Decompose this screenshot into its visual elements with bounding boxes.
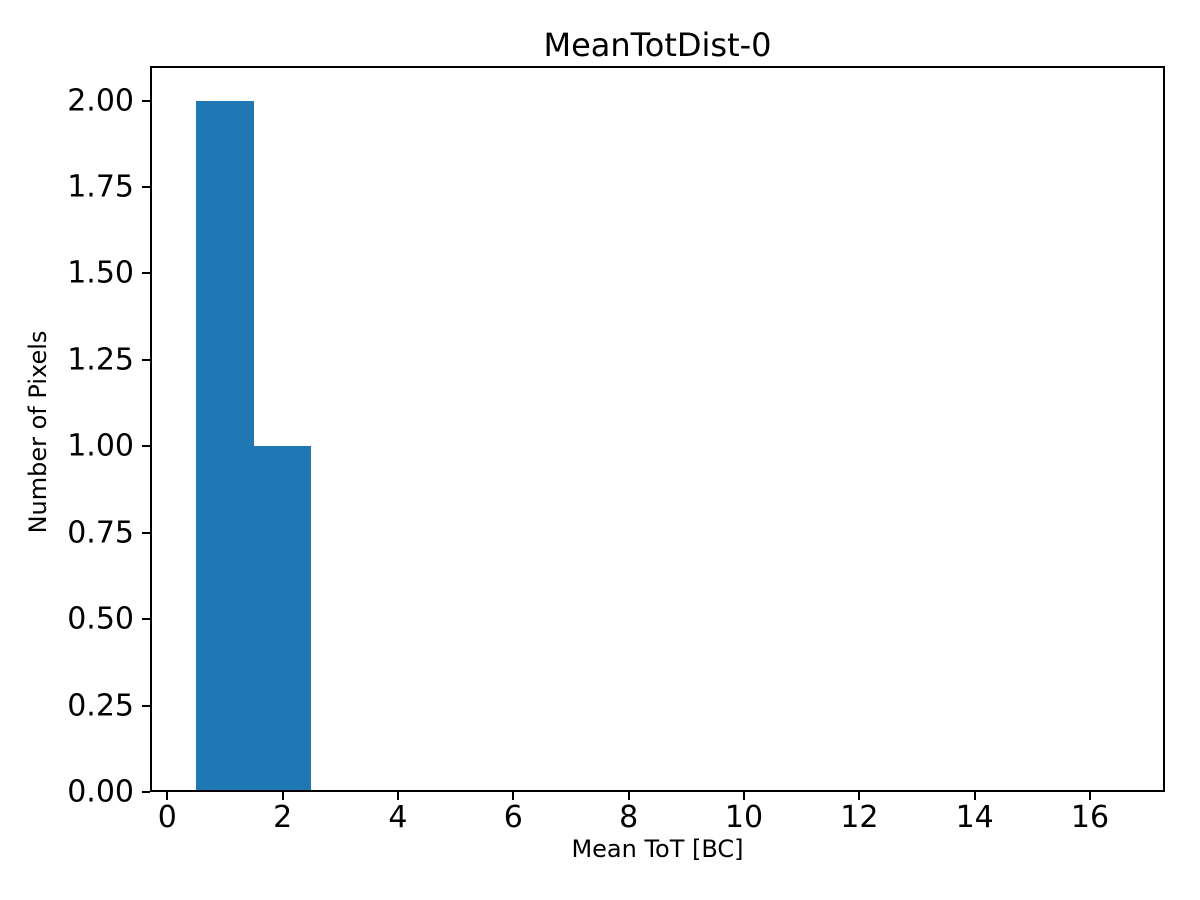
y-tick-mark bbox=[142, 99, 150, 102]
x-tick-label: 6 bbox=[503, 800, 523, 835]
y-tick-mark bbox=[142, 704, 150, 707]
y-tick-mark bbox=[142, 445, 150, 448]
y-tick-label: 1.50 bbox=[67, 255, 134, 291]
y-tick-mark bbox=[142, 618, 150, 621]
x-tick-label: 14 bbox=[955, 800, 994, 835]
x-tick-mark bbox=[166, 792, 169, 800]
x-tick-label: 8 bbox=[619, 800, 639, 835]
x-tick-label: 4 bbox=[388, 800, 408, 835]
y-tick-mark bbox=[142, 358, 150, 361]
chart-title: MeanTotDist-0 bbox=[543, 26, 772, 64]
y-tick-mark bbox=[142, 531, 150, 534]
y-tick-mark bbox=[142, 272, 150, 275]
ticks-layer: 0 2 4 6 8 10 12 14 16 0.00 0.25 0.50 0.75 1.00 1.25 1.5… bbox=[67, 66, 1165, 835]
x-tick-label: 12 bbox=[840, 800, 879, 835]
y-tick-label: 0.50 bbox=[67, 601, 134, 637]
x-tick-mark bbox=[512, 792, 515, 800]
bars-layer bbox=[150, 66, 1165, 792]
x-tick-label: 2 bbox=[273, 800, 293, 835]
x-tick-label: 16 bbox=[1070, 800, 1110, 835]
y-tick-label: 0.25 bbox=[67, 688, 134, 724]
x-tick-mark bbox=[973, 792, 976, 800]
histogram-bar bbox=[253, 446, 312, 792]
plot-area: 0 2 4 6 8 10 12 14 16 0.00 0.25 0.50 0.75 1.00 1.25 1.5… bbox=[67, 66, 1165, 835]
y-tick-label: 2.00 bbox=[67, 83, 134, 119]
y-tick-mark bbox=[142, 186, 150, 188]
x-tick-mark bbox=[1089, 792, 1092, 800]
x-tick-mark bbox=[743, 792, 745, 800]
x-tick-mark bbox=[627, 792, 630, 800]
y-tick-mark bbox=[142, 791, 150, 793]
y-tick-label: 0.75 bbox=[67, 515, 134, 551]
histogram-bar bbox=[196, 100, 254, 792]
x-tick-mark bbox=[396, 792, 399, 800]
y-tick-label: 1.00 bbox=[67, 428, 134, 464]
y-tick-label: 1.25 bbox=[67, 342, 134, 378]
y-tick-label: 0.00 bbox=[67, 774, 134, 810]
y-tick-label: 1.75 bbox=[67, 169, 134, 205]
x-tick-label: 10 bbox=[724, 800, 764, 835]
x-tick-label: 0 bbox=[157, 800, 177, 835]
x-tick-mark bbox=[281, 792, 284, 800]
y-axis-label: Number of Pixels bbox=[24, 330, 52, 534]
x-axis-label: Mean ToT [BC] bbox=[571, 835, 744, 863]
x-tick-mark bbox=[858, 792, 861, 800]
